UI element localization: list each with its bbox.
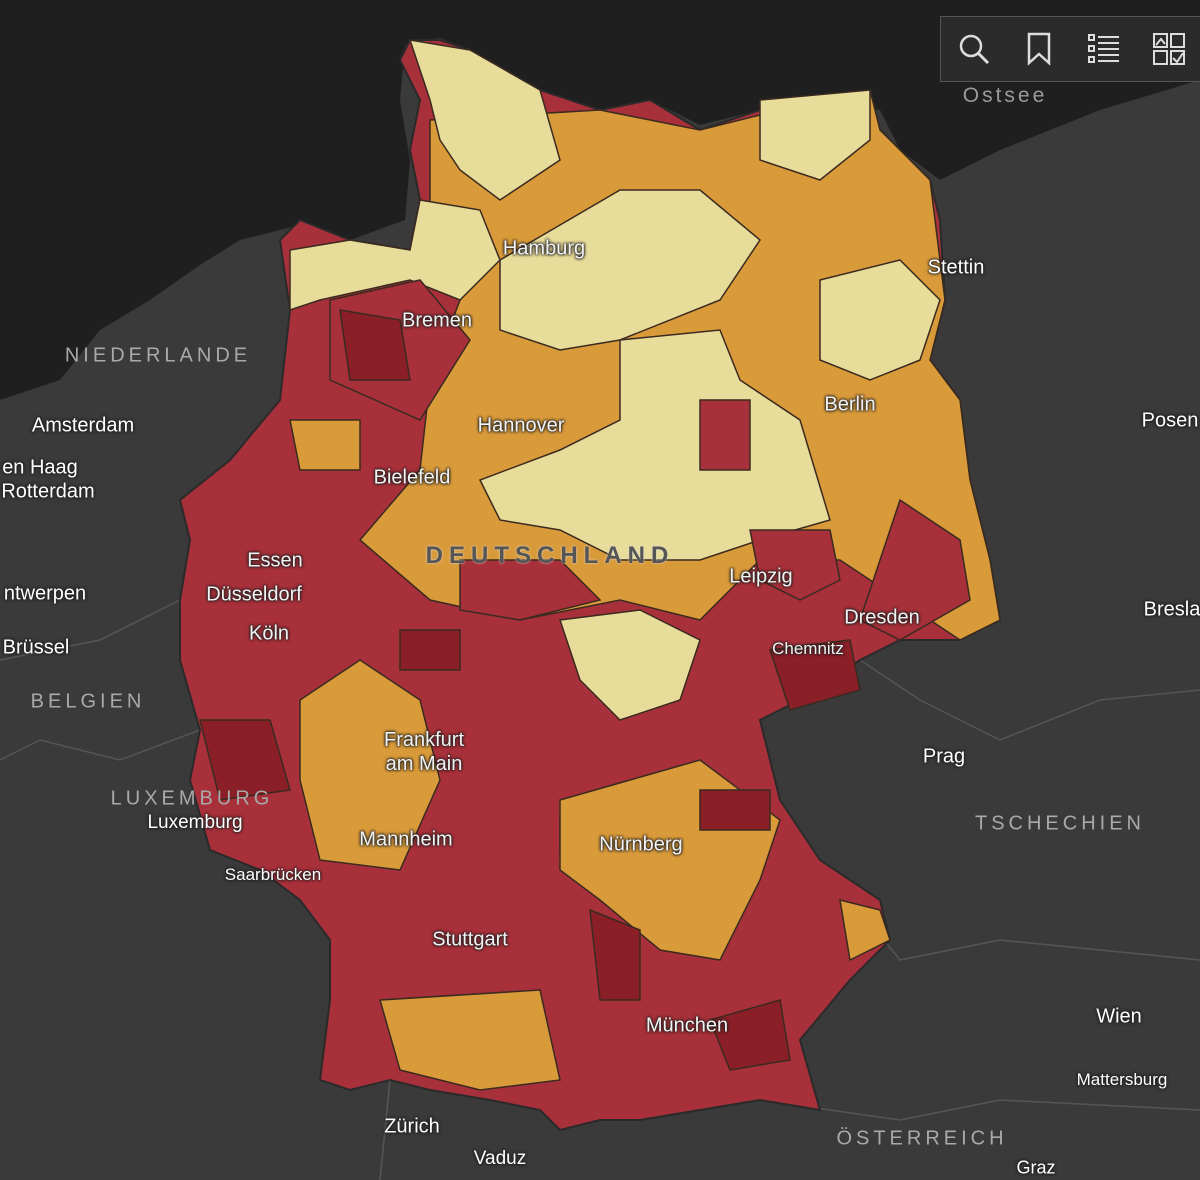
- city-label: Bresla: [1143, 598, 1200, 621]
- city-label: Amsterdam: [31, 414, 135, 437]
- city-label: Leipzig: [729, 565, 793, 588]
- water-label: Ostsee: [962, 84, 1048, 107]
- city-label: Stuttgart: [432, 928, 508, 951]
- toolbar[interactable]: [940, 16, 1200, 82]
- city-label: Frankfurt am Main: [383, 729, 465, 775]
- city-label: en Haag: [2, 456, 78, 479]
- basemap-button[interactable]: [1136, 17, 1200, 81]
- city-label: Mattersburg: [1076, 1070, 1168, 1089]
- legend-button[interactable]: [1071, 17, 1136, 81]
- city-label: Nürnberg: [599, 833, 683, 856]
- country-label: LUXEMBURG: [110, 787, 274, 810]
- city-label: Graz: [1016, 1157, 1056, 1178]
- country-label: DEUTSCHLAND: [425, 542, 675, 569]
- city-label: Mannheim: [359, 828, 453, 851]
- borders: [0, 599, 1200, 1180]
- city-label: Chemnitz: [772, 639, 844, 658]
- legend-icon: [1087, 34, 1119, 63]
- city-label: Bremen: [401, 309, 473, 332]
- city-label: Brüssel: [2, 636, 70, 659]
- city-label: Berlin: [824, 393, 876, 416]
- country-label: ÖSTERREICH: [836, 1127, 1008, 1150]
- city-label: Zürich: [384, 1115, 440, 1138]
- districts: [199, 39, 1001, 1091]
- city-label: Bielefeld: [373, 466, 451, 489]
- bookmark-button[interactable]: [1006, 17, 1071, 81]
- search-button[interactable]: [941, 17, 1006, 81]
- city-label: München: [645, 1014, 729, 1037]
- city-label: Vaduz: [473, 1148, 527, 1169]
- city-label: Köln: [248, 622, 290, 645]
- city-label: ntwerpen: [3, 582, 87, 605]
- country-label: TSCHECHIEN: [974, 812, 1146, 835]
- city-label: Hamburg: [502, 237, 586, 260]
- basemap-icon: [1152, 33, 1185, 65]
- city-label: Hannover: [477, 414, 565, 437]
- bookmark-icon: [1027, 32, 1050, 66]
- city-label: Stettin: [927, 256, 985, 279]
- city-label: Luxemburg: [147, 812, 243, 833]
- city-label: Essen: [247, 549, 303, 572]
- country-label: BELGIEN: [30, 690, 146, 713]
- city-label: Prag: [922, 745, 966, 768]
- search-icon: [959, 34, 989, 65]
- city-label: Wien: [1096, 1005, 1142, 1028]
- city-label: Düsseldorf: [206, 583, 302, 606]
- sea: [0, 0, 1200, 400]
- city-label: Dresden: [844, 606, 920, 629]
- city-label: Rotterdam: [1, 480, 95, 503]
- city-label: Posen: [1141, 409, 1199, 432]
- city-label: Saarbrücken: [224, 865, 322, 884]
- country-label: NIEDERLANDE: [64, 344, 252, 367]
